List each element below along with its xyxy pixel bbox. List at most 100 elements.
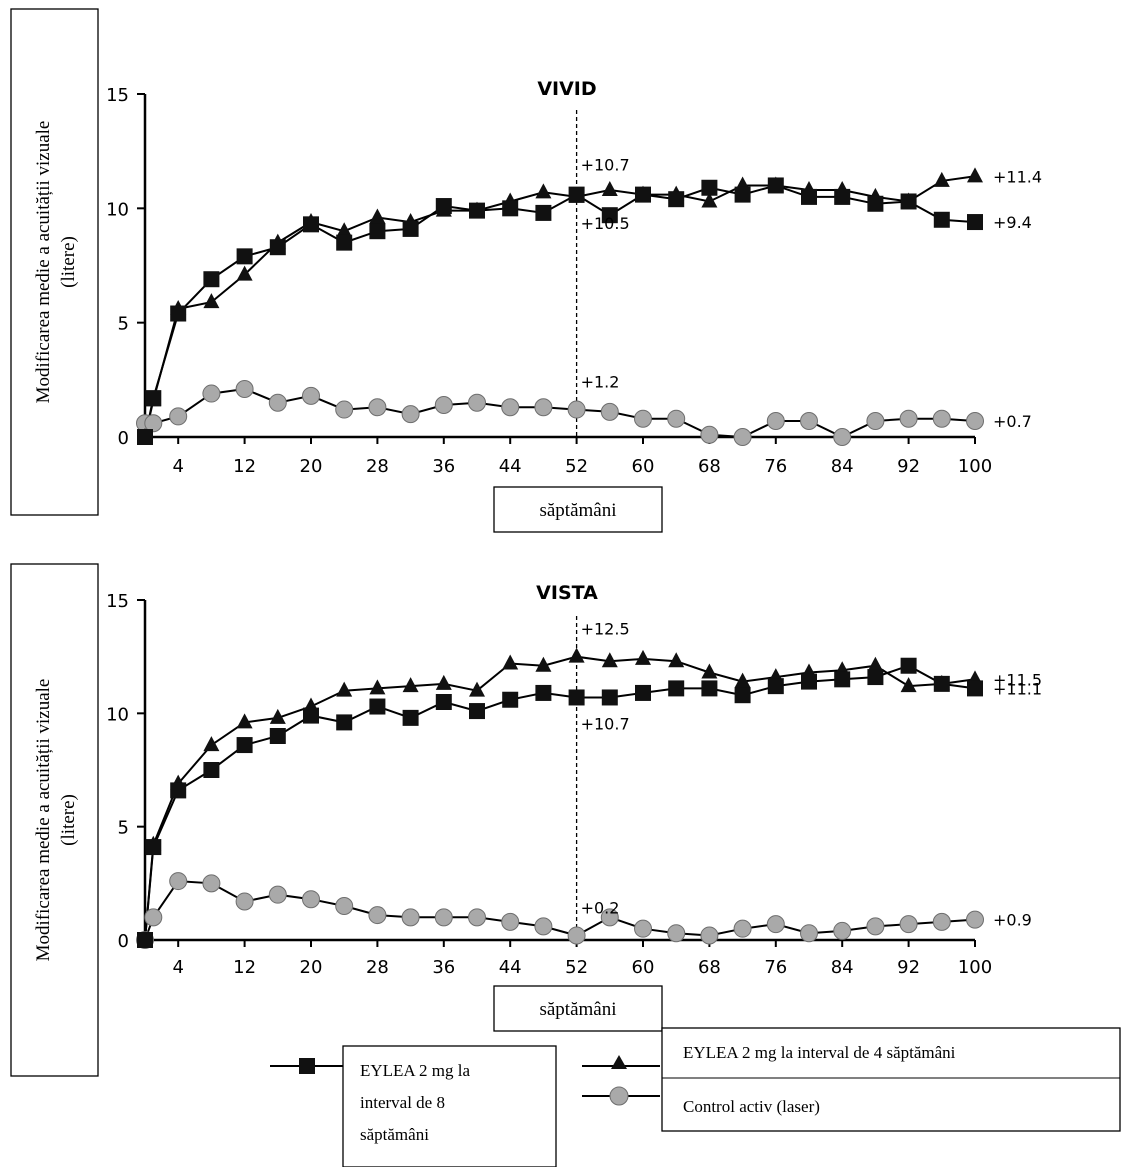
data-point-square bbox=[568, 689, 585, 706]
data-point-circle bbox=[700, 926, 719, 945]
data-point-triangle bbox=[502, 654, 519, 670]
x-tick-label: 4 bbox=[172, 957, 183, 978]
data-point-square bbox=[867, 669, 884, 686]
data-label: +10.7 bbox=[581, 155, 630, 174]
legend-label-box bbox=[342, 1045, 557, 1167]
legend-item-laser: Control activ (laser) bbox=[582, 1086, 820, 1116]
data-point-square bbox=[369, 698, 386, 715]
data-point-square bbox=[170, 305, 187, 322]
data-point-circle bbox=[144, 908, 163, 927]
data-point-circle bbox=[700, 425, 719, 444]
xlabel: săptămâni bbox=[539, 500, 616, 521]
data-point-triangle bbox=[535, 183, 552, 199]
data-point-square bbox=[933, 211, 950, 228]
data-point-circle bbox=[733, 428, 752, 446]
x-tick-label: 100 bbox=[958, 957, 992, 978]
x-tick-label: 36 bbox=[432, 456, 455, 477]
data-point-circle bbox=[401, 908, 420, 927]
data-point-square bbox=[668, 191, 685, 208]
data-point-triangle bbox=[269, 708, 286, 724]
legend-item-8w: EYLEA 2 mg la interval de 8 săptămâni bbox=[270, 1045, 557, 1167]
data-point-square bbox=[601, 207, 618, 224]
data-point-circle bbox=[899, 915, 918, 934]
data-point-square bbox=[137, 429, 153, 445]
data-point-circle bbox=[899, 409, 918, 428]
data-point-square bbox=[900, 193, 917, 210]
data-point-triangle bbox=[900, 677, 917, 693]
data-point-circle bbox=[766, 915, 785, 934]
data-point-circle bbox=[932, 912, 951, 931]
y-tick-label: 15 bbox=[106, 591, 129, 612]
data-point-triangle bbox=[336, 681, 353, 697]
data-label: +0.2 bbox=[581, 898, 620, 917]
ylabel-box bbox=[10, 563, 99, 1077]
data-point-circle bbox=[169, 872, 188, 891]
data-point-circle bbox=[235, 892, 254, 911]
ylabel-line1: Modificarea medie a acuității vizuale bbox=[33, 679, 54, 962]
data-point-circle bbox=[600, 402, 619, 421]
data-point-circle bbox=[534, 917, 553, 936]
data-point-triangle bbox=[369, 208, 386, 224]
y-tick-label: 5 bbox=[118, 818, 129, 839]
data-point-circle bbox=[833, 921, 852, 940]
data-point-circle bbox=[634, 409, 652, 428]
data-point-triangle bbox=[701, 663, 718, 679]
x-tick-label: 52 bbox=[565, 957, 588, 978]
data-point-triangle bbox=[701, 192, 718, 208]
data-point-square bbox=[568, 186, 585, 203]
data-label: +1.2 bbox=[581, 373, 620, 392]
data-point-square bbox=[601, 689, 618, 706]
data-point-triangle bbox=[236, 713, 253, 729]
x-tick-label: 60 bbox=[632, 456, 655, 477]
data-point-square bbox=[767, 177, 784, 194]
data-point-square bbox=[170, 782, 187, 799]
data-label: +11.1 bbox=[993, 679, 1042, 698]
data-point-triangle bbox=[568, 647, 585, 663]
x-tick-label: 28 bbox=[366, 957, 389, 978]
data-point-circle bbox=[800, 411, 818, 430]
data-point-triangle bbox=[635, 649, 651, 665]
x-tick-label: 100 bbox=[958, 456, 992, 477]
chart-title: VISTA bbox=[536, 582, 598, 604]
x-tick-label: 92 bbox=[897, 456, 920, 477]
legend-label-line: EYLEA 2 mg la bbox=[360, 1061, 470, 1080]
data-label: +11.4 bbox=[993, 167, 1042, 186]
data-label: +0.7 bbox=[993, 412, 1032, 431]
data-point-square bbox=[145, 839, 162, 856]
x-tick-label: 36 bbox=[432, 957, 455, 978]
data-label: +12.5 bbox=[581, 620, 630, 639]
data-point-square bbox=[834, 188, 851, 205]
y-tick-label: 5 bbox=[118, 314, 129, 335]
data-point-circle bbox=[268, 885, 287, 904]
x-tick-label: 12 bbox=[233, 456, 256, 477]
data-point-square bbox=[203, 762, 220, 778]
data-point-triangle bbox=[236, 265, 253, 281]
data-point-circle bbox=[501, 912, 520, 931]
x-tick-label: 92 bbox=[897, 957, 920, 978]
data-point-square bbox=[435, 694, 452, 710]
data-point-square bbox=[635, 186, 651, 203]
data-point-square bbox=[145, 390, 162, 407]
data-point-circle bbox=[434, 395, 453, 414]
data-point-square bbox=[469, 202, 485, 219]
x-tick-label: 52 bbox=[565, 456, 588, 477]
data-point-square bbox=[933, 675, 950, 692]
data-point-square bbox=[801, 673, 817, 690]
x-tick-label: 60 bbox=[632, 957, 655, 978]
data-point-triangle bbox=[668, 652, 685, 668]
data-point-square bbox=[303, 707, 319, 724]
x-tick-label: 76 bbox=[764, 957, 787, 978]
chart-panel-vivid: Modificarea medie a acuității vizuale (l… bbox=[10, 8, 1042, 533]
series-line bbox=[144, 664, 976, 941]
data-point-circle bbox=[866, 411, 885, 430]
x-tick-label: 20 bbox=[300, 456, 323, 477]
data-point-circle bbox=[501, 398, 520, 417]
series-line bbox=[145, 387, 976, 439]
x-tick-label: 84 bbox=[831, 957, 854, 978]
x-tick-label: 4 bbox=[172, 456, 183, 477]
ylabel-box bbox=[10, 8, 99, 516]
data-point-circle bbox=[667, 409, 686, 428]
data-point-square bbox=[967, 680, 983, 697]
xlabel-box bbox=[493, 985, 663, 1032]
